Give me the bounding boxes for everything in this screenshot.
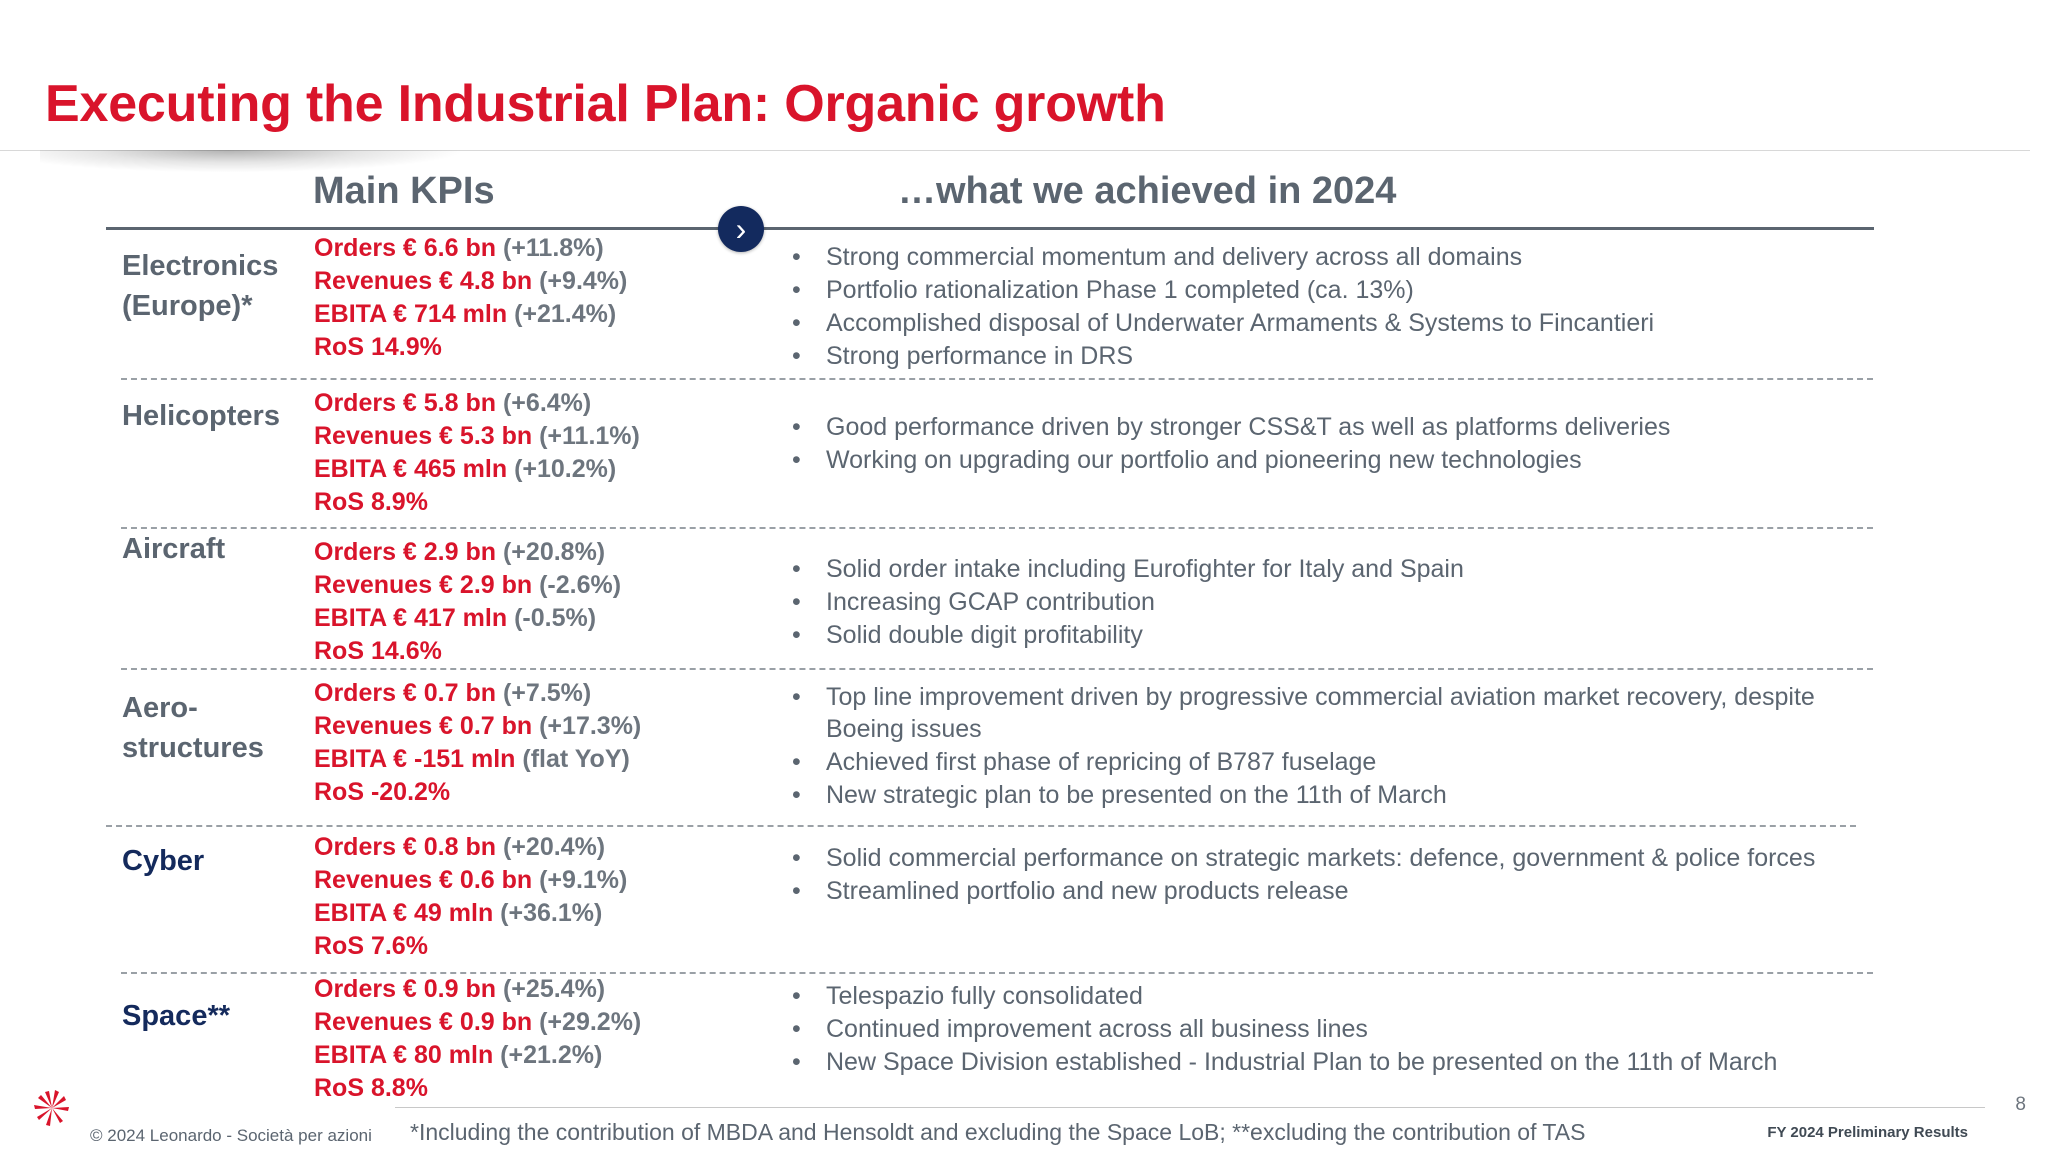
segment-name: Cyber [122,845,205,877]
kpi-list: Orders € 2.9 bn (+20.8%) Revenues € 2.9 … [314,536,621,668]
kpi-orders: Orders € 6.6 bn (+11.8%) [314,234,604,262]
page-title: Executing the Industrial Plan: Organic g… [45,75,1166,133]
kpi-ebita: EBITA € 49 mln (+36.1%) [314,899,603,927]
kpi-ebita: EBITA € 417 mln (-0.5%) [314,604,597,632]
kpi-list: Orders € 5.8 bn (+6.4%) Revenues € 5.3 b… [314,387,640,519]
title-divider [0,150,2030,151]
segment-divider [121,527,1873,529]
achievement-list: • Top line improvement driven by progress… [792,681,1862,812]
list-item: • Telespazio fully consolidated [792,982,1143,1010]
kpi-ros: RoS 8.9% [314,488,428,516]
segment-divider [121,378,1873,380]
leonardo-logo-icon [34,1090,69,1126]
segment-name: Electronics (Europe)* [122,250,279,322]
list-item: • Strong performance in DRS [792,342,1134,370]
segment-name: Space** [122,1000,231,1032]
kpi-list: Orders € 0.9 bn (+25.4%) Revenues € 0.9 … [314,973,641,1105]
segment-divider [121,972,1873,974]
kpi-ebita: EBITA € 714 mln (+21.4%) [314,300,617,328]
achievement-list: • Solid commercial performance on strateg… [792,842,1862,908]
kpi-ros: RoS -20.2% [314,778,451,806]
list-item: • Working on upgrading our portfolio and … [792,446,1582,474]
kpi-orders: Orders € 0.8 bn (+20.4%) [314,833,606,861]
kpi-revenues: Revenues € 5.3 bn (+11.1%) [314,422,640,450]
kpi-revenues: Revenues € 0.9 bn (+29.2%) [314,1008,642,1036]
list-item: • Strong commercial momentum and delivery… [792,243,1523,271]
kpi-revenues: Revenues € 0.7 bn (+17.3%) [314,712,642,740]
document-label: FY 2024 Preliminary Results [1767,1124,1968,1141]
title-shadow-decoration [40,150,460,172]
kpi-revenues: Revenues € 4.8 bn (+9.4%) [314,267,628,295]
footer-divider [395,1107,1985,1108]
list-item: • Achieved first phase of repricing of B7… [792,748,1377,776]
chevron-right-icon[interactable]: › [718,206,764,252]
achievements-column-header: …what we achieved in 2024 [898,170,1397,212]
segment-divider [106,825,1856,827]
segment-name: Aircraft [122,533,226,565]
kpi-ros: RoS 14.6% [314,637,442,665]
header-divider [106,227,1874,230]
kpi-revenues: Revenues € 2.9 bn (-2.6%) [314,571,622,599]
list-item: • Solid order intake including Eurofighte… [792,555,1464,583]
kpi-list: Orders € 0.7 bn (+7.5%) Revenues € 0.7 b… [314,677,641,809]
footnote-text: *Including the contribution of MBDA and … [410,1119,1586,1145]
list-item: • Top line improvement driven by progress… [792,683,1815,743]
segment-name: Aero- structures [122,692,264,764]
kpi-list: Orders € 6.6 bn (+11.8%) Revenues € 4.8 … [314,232,627,364]
segment-divider [121,668,1873,670]
kpi-orders: Orders € 0.7 bn (+7.5%) [314,679,592,707]
kpis-column-header: Main KPIs [313,170,495,212]
list-item: • Solid double digit profitability [792,621,1143,649]
segment-name: Helicopters [122,400,280,432]
achievement-list: • Strong commercial momentum and delivery… [792,241,1862,373]
kpi-list: Orders € 0.8 bn (+20.4%) Revenues € 0.6 … [314,831,627,963]
list-item: • New Space Division established - Indust… [792,1048,1778,1076]
kpi-ros: RoS 7.6% [314,932,428,960]
kpi-ebita: EBITA € -151 mln (flat YoY) [314,745,630,773]
achievement-list: • Solid order intake including Eurofighte… [792,553,1862,652]
copyright-text: © 2024 Leonardo - Società per azioni [90,1126,372,1145]
list-item: • Streamlined portfolio and new products … [792,877,1349,905]
kpi-ros: RoS 8.8% [314,1074,428,1102]
list-item: • New strategic plan to be presented on t… [792,781,1447,809]
kpi-ros: RoS 14.9% [314,333,442,361]
list-item: • Continued improvement across all busine… [792,1015,1368,1043]
achievement-list: • Telespazio fully consolidated • Continue… [792,980,1862,1079]
kpi-orders: Orders € 0.9 bn (+25.4%) [314,975,606,1003]
kpi-revenues: Revenues € 0.6 bn (+9.1%) [314,866,628,894]
list-item: • Accomplished disposal of Underwater Arm… [792,309,1655,337]
kpi-orders: Orders € 5.8 bn (+6.4%) [314,389,592,417]
list-item: • Portfolio rationalization Phase 1 compl… [792,276,1414,304]
list-item: • Solid commercial performance on strateg… [792,844,1816,872]
kpi-orders: Orders € 2.9 bn (+20.8%) [314,538,606,566]
page-number: 8 [2015,1094,2026,1115]
list-item: • Increasing GCAP contribution [792,588,1155,616]
achievement-list: • Good performance driven by stronger CSS… [792,411,1862,477]
kpi-ebita: EBITA € 465 mln (+10.2%) [314,455,617,483]
kpi-ebita: EBITA € 80 mln (+21.2%) [314,1041,603,1069]
list-item: • Good performance driven by stronger CSS… [792,413,1671,441]
